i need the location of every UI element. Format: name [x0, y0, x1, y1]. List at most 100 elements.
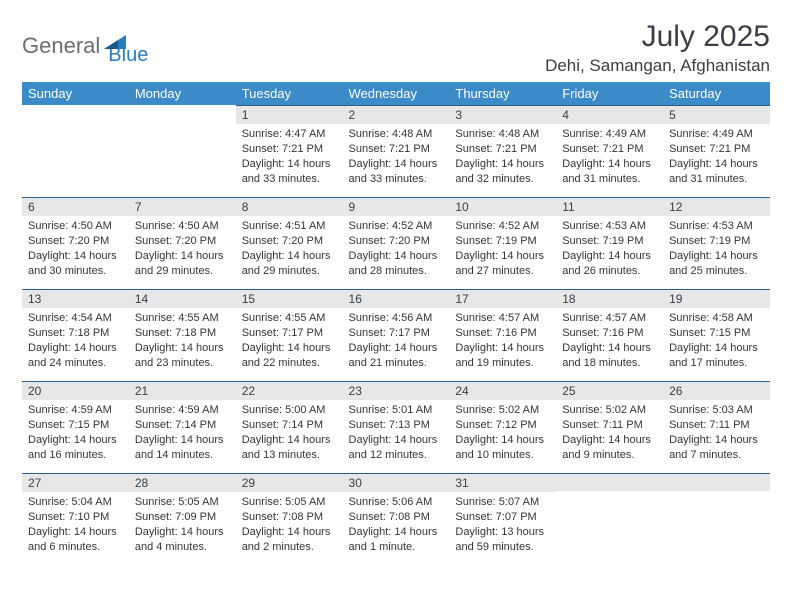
day-content: Sunrise: 4:50 AMSunset: 7:20 PMDaylight:… [129, 216, 236, 284]
calendar-cell: 5Sunrise: 4:49 AMSunset: 7:21 PMDaylight… [663, 105, 770, 197]
day-content: Sunrise: 4:48 AMSunset: 7:21 PMDaylight:… [343, 124, 450, 192]
sunset-text: Sunset: 7:21 PM [455, 142, 550, 157]
day-number: 31 [449, 473, 556, 492]
sunset-text: Sunset: 7:19 PM [669, 234, 764, 249]
calendar-cell: 18Sunrise: 4:57 AMSunset: 7:16 PMDayligh… [556, 289, 663, 381]
header: General Blue July 2025 Dehi, Samangan, A… [22, 20, 770, 76]
daylight-text: Daylight: 14 hours and 22 minutes. [242, 341, 337, 371]
day-number: 1 [236, 105, 343, 124]
calendar-cell: 16Sunrise: 4:56 AMSunset: 7:17 PMDayligh… [343, 289, 450, 381]
daylight-text: Daylight: 14 hours and 28 minutes. [349, 249, 444, 279]
calendar-cell: 23Sunrise: 5:01 AMSunset: 7:13 PMDayligh… [343, 381, 450, 473]
sunset-text: Sunset: 7:19 PM [455, 234, 550, 249]
calendar-cell: 2Sunrise: 4:48 AMSunset: 7:21 PMDaylight… [343, 105, 450, 197]
day-content: Sunrise: 5:07 AMSunset: 7:07 PMDaylight:… [449, 492, 556, 560]
day-content: Sunrise: 4:51 AMSunset: 7:20 PMDaylight:… [236, 216, 343, 284]
day-content: Sunrise: 4:57 AMSunset: 7:16 PMDaylight:… [449, 308, 556, 376]
calendar-row: 1Sunrise: 4:47 AMSunset: 7:21 PMDaylight… [22, 105, 770, 197]
sunrise-text: Sunrise: 5:00 AM [242, 403, 337, 418]
sunset-text: Sunset: 7:14 PM [135, 418, 230, 433]
day-number: 30 [343, 473, 450, 492]
calendar-table: SundayMondayTuesdayWednesdayThursdayFrid… [22, 82, 770, 565]
calendar-cell: 29Sunrise: 5:05 AMSunset: 7:08 PMDayligh… [236, 473, 343, 565]
calendar-cell: 15Sunrise: 4:55 AMSunset: 7:17 PMDayligh… [236, 289, 343, 381]
sunset-text: Sunset: 7:20 PM [135, 234, 230, 249]
day-content: Sunrise: 4:52 AMSunset: 7:19 PMDaylight:… [449, 216, 556, 284]
month-title: July 2025 [545, 20, 770, 54]
day-content: Sunrise: 4:57 AMSunset: 7:16 PMDaylight:… [556, 308, 663, 376]
day-number: 3 [449, 105, 556, 124]
day-number: 21 [129, 381, 236, 400]
sunrise-text: Sunrise: 4:52 AM [349, 219, 444, 234]
day-content: Sunrise: 4:47 AMSunset: 7:21 PMDaylight:… [236, 124, 343, 192]
calendar-cell: 28Sunrise: 5:05 AMSunset: 7:09 PMDayligh… [129, 473, 236, 565]
weekday-header: Friday [556, 82, 663, 105]
sunrise-text: Sunrise: 4:51 AM [242, 219, 337, 234]
sunrise-text: Sunrise: 4:54 AM [28, 311, 123, 326]
calendar-cell: 10Sunrise: 4:52 AMSunset: 7:19 PMDayligh… [449, 197, 556, 289]
sunrise-text: Sunrise: 4:52 AM [455, 219, 550, 234]
day-content: Sunrise: 4:59 AMSunset: 7:14 PMDaylight:… [129, 400, 236, 468]
daylight-text: Daylight: 14 hours and 14 minutes. [135, 433, 230, 463]
calendar-body: 1Sunrise: 4:47 AMSunset: 7:21 PMDaylight… [22, 105, 770, 565]
daylight-text: Daylight: 13 hours and 59 minutes. [455, 525, 550, 555]
weekday-header: Sunday [22, 82, 129, 105]
sunset-text: Sunset: 7:17 PM [349, 326, 444, 341]
daylight-text: Daylight: 14 hours and 6 minutes. [28, 525, 123, 555]
calendar-cell: 31Sunrise: 5:07 AMSunset: 7:07 PMDayligh… [449, 473, 556, 565]
sunrise-text: Sunrise: 5:03 AM [669, 403, 764, 418]
sunset-text: Sunset: 7:21 PM [669, 142, 764, 157]
sunrise-text: Sunrise: 4:53 AM [562, 219, 657, 234]
sunrise-text: Sunrise: 4:59 AM [28, 403, 123, 418]
location: Dehi, Samangan, Afghanistan [545, 56, 770, 76]
sunset-text: Sunset: 7:20 PM [28, 234, 123, 249]
day-number: 2 [343, 105, 450, 124]
day-number: 29 [236, 473, 343, 492]
sunset-text: Sunset: 7:15 PM [669, 326, 764, 341]
sunset-text: Sunset: 7:19 PM [562, 234, 657, 249]
calendar-cell: 9Sunrise: 4:52 AMSunset: 7:20 PMDaylight… [343, 197, 450, 289]
sunset-text: Sunset: 7:08 PM [349, 510, 444, 525]
day-number: 18 [556, 289, 663, 308]
calendar-row: 6Sunrise: 4:50 AMSunset: 7:20 PMDaylight… [22, 197, 770, 289]
calendar-cell-empty [129, 105, 236, 197]
sunrise-text: Sunrise: 5:02 AM [562, 403, 657, 418]
daylight-text: Daylight: 14 hours and 4 minutes. [135, 525, 230, 555]
day-number: 4 [556, 105, 663, 124]
logo-text-general: General [22, 33, 100, 59]
sunrise-text: Sunrise: 5:01 AM [349, 403, 444, 418]
sunrise-text: Sunrise: 4:55 AM [135, 311, 230, 326]
calendar-cell: 17Sunrise: 4:57 AMSunset: 7:16 PMDayligh… [449, 289, 556, 381]
calendar-cell: 13Sunrise: 4:54 AMSunset: 7:18 PMDayligh… [22, 289, 129, 381]
calendar-cell: 30Sunrise: 5:06 AMSunset: 7:08 PMDayligh… [343, 473, 450, 565]
day-number: 7 [129, 197, 236, 216]
calendar-cell: 25Sunrise: 5:02 AMSunset: 7:11 PMDayligh… [556, 381, 663, 473]
day-number: 9 [343, 197, 450, 216]
day-content: Sunrise: 4:55 AMSunset: 7:17 PMDaylight:… [236, 308, 343, 376]
day-content: Sunrise: 4:54 AMSunset: 7:18 PMDaylight:… [22, 308, 129, 376]
calendar-cell: 6Sunrise: 4:50 AMSunset: 7:20 PMDaylight… [22, 197, 129, 289]
day-content: Sunrise: 4:50 AMSunset: 7:20 PMDaylight:… [22, 216, 129, 284]
sunrise-text: Sunrise: 4:49 AM [669, 127, 764, 142]
daylight-text: Daylight: 14 hours and 19 minutes. [455, 341, 550, 371]
day-number: 13 [22, 289, 129, 308]
day-content: Sunrise: 4:59 AMSunset: 7:15 PMDaylight:… [22, 400, 129, 468]
sunrise-text: Sunrise: 5:05 AM [242, 495, 337, 510]
sunset-text: Sunset: 7:10 PM [28, 510, 123, 525]
logo-arrow-icon [104, 31, 128, 51]
sunset-text: Sunset: 7:11 PM [669, 418, 764, 433]
day-content: Sunrise: 4:58 AMSunset: 7:15 PMDaylight:… [663, 308, 770, 376]
sunrise-text: Sunrise: 5:04 AM [28, 495, 123, 510]
calendar-cell: 22Sunrise: 5:00 AMSunset: 7:14 PMDayligh… [236, 381, 343, 473]
calendar-head: SundayMondayTuesdayWednesdayThursdayFrid… [22, 82, 770, 105]
day-number: 22 [236, 381, 343, 400]
sunset-text: Sunset: 7:16 PM [562, 326, 657, 341]
sunset-text: Sunset: 7:21 PM [562, 142, 657, 157]
calendar-row: 27Sunrise: 5:04 AMSunset: 7:10 PMDayligh… [22, 473, 770, 565]
day-number: 28 [129, 473, 236, 492]
day-number: 6 [22, 197, 129, 216]
sunrise-text: Sunrise: 4:49 AM [562, 127, 657, 142]
day-content: Sunrise: 4:53 AMSunset: 7:19 PMDaylight:… [663, 216, 770, 284]
day-number: 23 [343, 381, 450, 400]
sunrise-text: Sunrise: 4:47 AM [242, 127, 337, 142]
